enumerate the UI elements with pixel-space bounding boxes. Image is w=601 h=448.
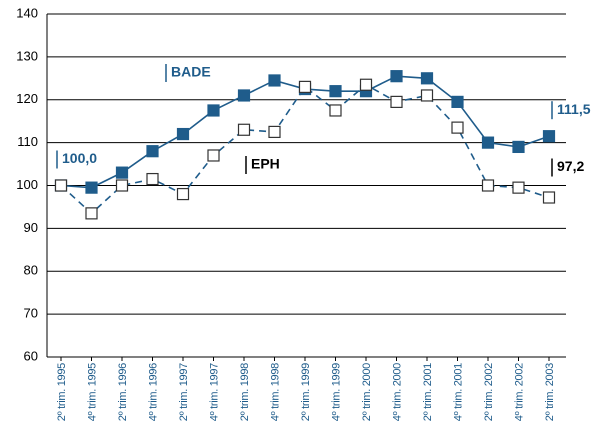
marker <box>512 181 525 194</box>
x-tick-label: 4º trim. 2002 <box>514 363 526 421</box>
x-tick-label: 2º trim. 1995 <box>56 363 68 421</box>
marker <box>481 136 495 149</box>
marker <box>115 179 129 192</box>
marker <box>237 123 251 136</box>
marker <box>146 172 159 186</box>
y-tick-label: 90 <box>24 220 38 235</box>
marker <box>451 121 464 134</box>
marker <box>481 179 495 192</box>
x-tick-label: 4º trim. 1998 <box>270 363 282 421</box>
marker <box>420 89 434 102</box>
marker <box>329 104 342 117</box>
marker <box>390 95 403 108</box>
value-label: 111,5 <box>557 101 591 117</box>
y-tick-label: 60 <box>24 348 38 363</box>
y-tick-label: 120 <box>16 91 38 106</box>
marker <box>207 104 220 117</box>
y-tick-label: 100 <box>16 177 38 192</box>
x-tick-label: 4º trim. 1997 <box>209 363 221 421</box>
marker <box>542 130 556 143</box>
marker <box>85 181 98 194</box>
marker <box>451 95 464 108</box>
marker <box>146 145 159 158</box>
marker <box>85 207 98 220</box>
series-line <box>60 83 550 215</box>
marker <box>359 78 373 91</box>
x-tick-label: 4º trim. 1999 <box>331 363 343 421</box>
marker <box>54 179 68 192</box>
marker <box>207 149 220 162</box>
marker <box>298 80 312 93</box>
x-tick-label: 2º trim. 2001 <box>422 363 434 421</box>
marker <box>390 70 403 83</box>
marker <box>268 125 281 139</box>
x-tick-label: 4º trim. 2001 <box>453 363 465 421</box>
y-tick-label: 70 <box>24 306 38 321</box>
marker <box>542 191 556 204</box>
x-tick-label: 2º trim. 1997 <box>178 363 190 421</box>
legend-label: BADE <box>171 64 211 80</box>
y-tick-label: 130 <box>16 48 38 63</box>
marker <box>115 166 129 179</box>
legend-label: EPH <box>251 156 280 172</box>
x-tick-label: 2º trim. 2003 <box>544 363 556 421</box>
marker <box>268 74 281 87</box>
x-tick-label: 2º trim. 2000 <box>361 363 373 421</box>
marker <box>329 85 342 98</box>
marker <box>176 187 190 201</box>
x-tick-label: 4º trim. 1996 <box>148 363 160 421</box>
y-tick-label: 80 <box>24 263 38 278</box>
marker <box>512 140 525 154</box>
marker <box>176 127 190 141</box>
value-label: 97,2 <box>557 158 584 174</box>
x-tick-label: 4º trim. 2000 <box>392 363 404 421</box>
x-tick-label: 2º trim. 1998 <box>239 363 251 421</box>
x-tick-label: 4º trim. 1995 <box>87 363 99 421</box>
x-tick-label: 2º trim. 2002 <box>483 363 495 421</box>
value-label: 100,0 <box>62 150 97 166</box>
marker <box>420 72 434 85</box>
y-tick-label: 110 <box>17 134 38 149</box>
x-tick-label: 2º trim. 1999 <box>300 363 312 421</box>
marker <box>237 89 251 102</box>
y-tick-label: 140 <box>16 5 38 20</box>
x-tick-label: 2º trim. 1996 <box>117 363 129 421</box>
